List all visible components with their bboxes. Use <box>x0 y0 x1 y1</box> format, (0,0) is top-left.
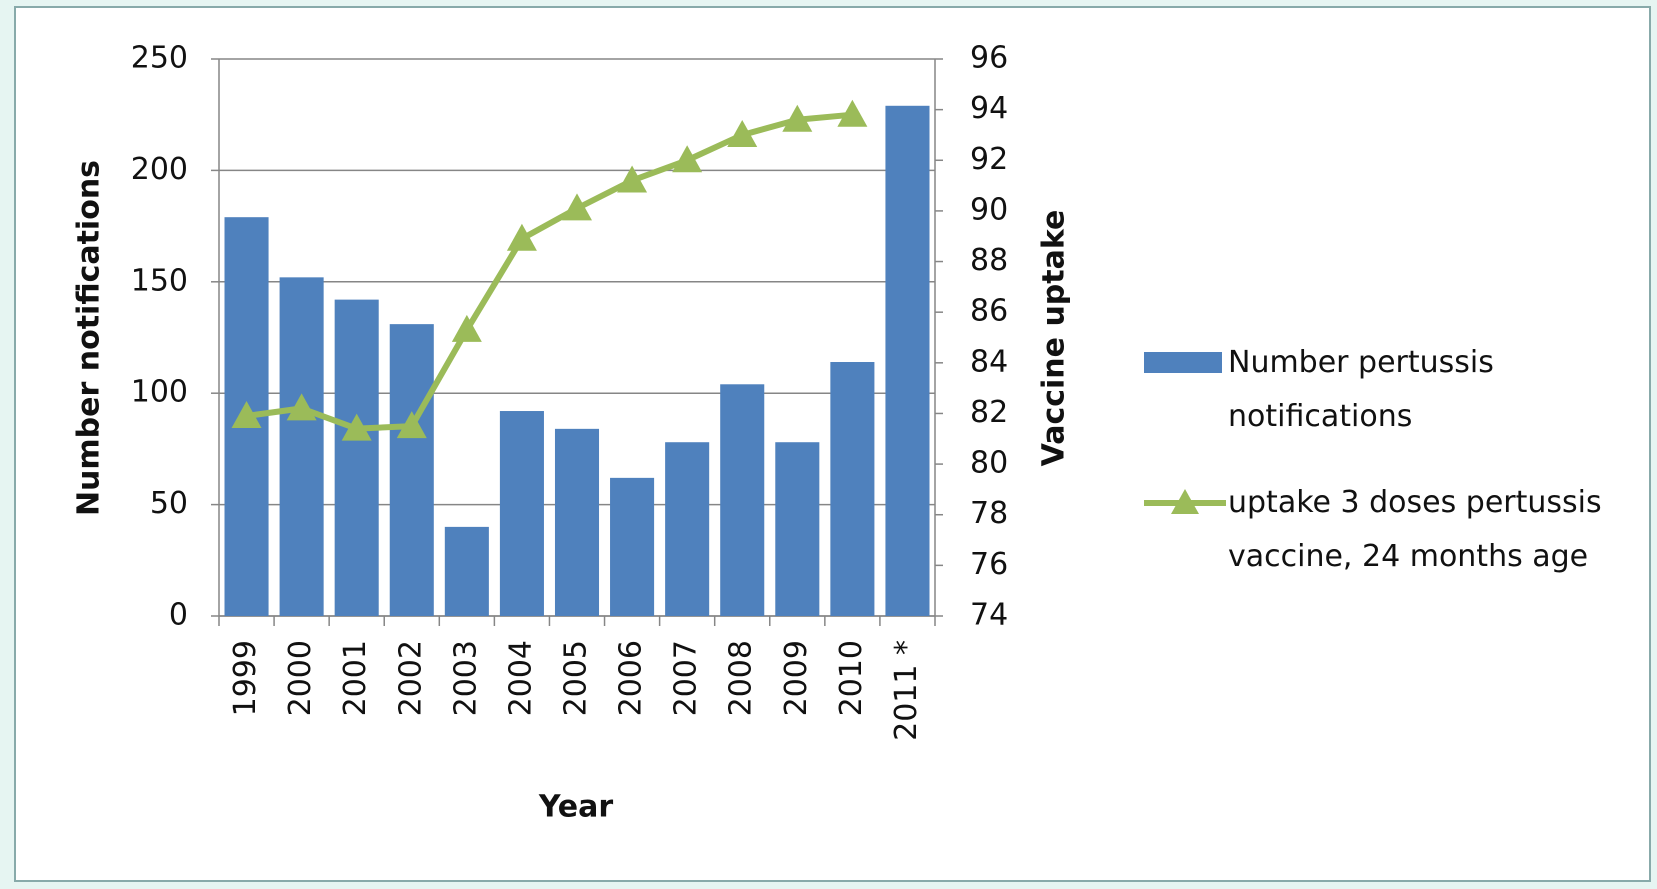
bar <box>334 299 379 616</box>
legend-swatch <box>1144 352 1222 373</box>
marker <box>672 145 703 173</box>
x-tick-label: 2003 <box>448 640 483 716</box>
x-tick-label: 2000 <box>283 640 318 716</box>
bar <box>499 411 544 616</box>
y-tick-label: 200 <box>131 152 188 187</box>
y-axis-title: Number notifications <box>72 160 107 516</box>
bar <box>775 442 820 616</box>
y-tick-label: 100 <box>131 375 188 410</box>
y2-tick-label: 94 <box>970 91 1008 126</box>
marker <box>341 413 372 441</box>
marker <box>506 223 537 251</box>
bar <box>444 526 489 616</box>
x-tick-label: 2005 <box>559 640 594 716</box>
bar <box>720 384 765 616</box>
x-axis-title: Year <box>538 790 614 825</box>
y-tick-label: 250 <box>131 41 188 76</box>
marker <box>562 193 592 221</box>
legend-marker <box>1171 489 1199 514</box>
bar <box>554 428 600 616</box>
marker <box>451 314 482 342</box>
marker <box>617 165 648 193</box>
marker <box>837 99 868 127</box>
x-tick-label: 2001 <box>338 640 373 716</box>
bar <box>885 105 930 617</box>
y2-axis-title: Vaccine uptake <box>1037 210 1072 467</box>
marker <box>231 400 262 428</box>
marker <box>782 104 813 132</box>
y2-tick-label: 96 <box>970 41 1008 76</box>
bar <box>279 277 324 616</box>
x-tick-label: 2007 <box>669 640 704 716</box>
y2-tick-label: 90 <box>970 192 1008 227</box>
y2-tick-label: 76 <box>970 547 1008 582</box>
bar <box>665 442 710 616</box>
y2-tick-label: 84 <box>970 344 1008 379</box>
x-tick-label: 2009 <box>779 640 814 716</box>
legend-label: uptake 3 doses pertussis vaccine, 24 mon… <box>1228 485 1602 574</box>
y-tick-label: 0 <box>169 598 188 633</box>
y2-tick-label: 80 <box>970 446 1008 481</box>
y-tick-label: 150 <box>131 263 188 298</box>
bar <box>389 324 434 616</box>
x-tick-label: 2004 <box>503 640 538 716</box>
x-tick-label: 2008 <box>724 640 759 716</box>
x-tick-label: 2002 <box>393 640 428 716</box>
marker <box>727 119 758 147</box>
y-tick-label: 50 <box>150 486 188 521</box>
y2-tick-label: 82 <box>970 395 1008 430</box>
legend-label: Number pertussis notifications <box>1228 345 1494 434</box>
y2-tick-label: 74 <box>970 598 1008 633</box>
y2-tick-label: 86 <box>970 294 1008 329</box>
y2-tick-label: 78 <box>970 496 1008 531</box>
y2-tick-label: 88 <box>970 243 1008 278</box>
x-tick-label: 2011 * <box>889 640 924 741</box>
bar <box>610 477 655 616</box>
y2-tick-label: 92 <box>970 142 1008 177</box>
marker <box>286 393 317 421</box>
marker <box>396 411 427 439</box>
x-tick-label: 1999 <box>228 640 263 716</box>
x-tick-label: 2010 <box>834 640 869 716</box>
bar <box>830 362 875 616</box>
x-tick-label: 2006 <box>614 640 649 716</box>
line <box>246 111 853 432</box>
